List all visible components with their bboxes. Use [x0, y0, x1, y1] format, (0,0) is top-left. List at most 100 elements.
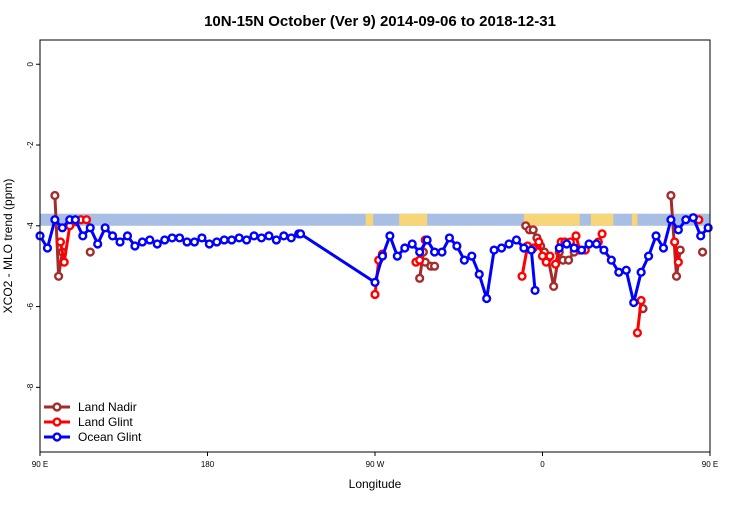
ocean-glint-point [78, 231, 88, 241]
land-nadir-point [85, 247, 95, 257]
ocean-glint-point [57, 223, 67, 233]
legend-item-ocean-glint: Ocean Glint [44, 430, 142, 444]
ocean-glint-point [504, 239, 514, 249]
ocean-glint-point [467, 251, 477, 261]
ocean-glint-point [385, 231, 395, 241]
ocean-glint-point [204, 239, 214, 249]
x-tick-label: 90 E [702, 460, 718, 469]
ocean-glint-point [696, 231, 706, 241]
land-glint-point [55, 237, 66, 247]
land-glint-point [550, 259, 561, 269]
legend-swatch-marker [52, 417, 62, 427]
land-nadir-point [549, 281, 559, 291]
y-tick-label: -6 [26, 302, 35, 310]
ocean-glint-point [115, 237, 125, 247]
ocean-glint-point [666, 215, 676, 225]
ocean-glint-point [167, 233, 177, 243]
land-segment [590, 213, 614, 226]
ocean-glint-point [70, 215, 80, 225]
ocean-glint-point [482, 293, 492, 304]
ocean-glint-point [370, 277, 380, 287]
x-tick-label: 0 [540, 460, 545, 469]
ocean-glint-point [474, 269, 484, 279]
ocean-glint-point [576, 245, 587, 255]
legend-label: Land Glint [78, 415, 133, 429]
y-tick-label: -4 [26, 222, 35, 230]
ocean-glint-point [614, 267, 624, 277]
land-glint-point [517, 271, 527, 281]
ocean-glint-point [241, 235, 252, 245]
ocean-glint-point [50, 215, 60, 225]
legend-label: Ocean Glint [78, 430, 142, 444]
ocean-glint-point [286, 233, 296, 243]
legend-item-land-glint: Land Glint [44, 415, 133, 429]
land-glint-point [415, 255, 425, 265]
series-layer [35, 190, 713, 338]
ocean-glint-point [249, 231, 259, 241]
ocean-glint-point [189, 237, 200, 247]
ocean-glint-point [636, 267, 646, 277]
ocean-glint-point [422, 235, 432, 245]
land-nadir-point [528, 225, 538, 235]
ocean-glint-point [279, 231, 289, 241]
legend-label: Land Nadir [78, 400, 137, 414]
ocean-glint-point [437, 247, 447, 257]
ocean-glint-point [145, 235, 155, 245]
ocean-glint-point [489, 245, 499, 255]
land-glint-point [545, 251, 555, 261]
ocean-glint-point [673, 225, 683, 235]
ocean-glint-point [452, 241, 462, 251]
ocean-glint-point [584, 239, 594, 249]
land-segment [523, 213, 580, 226]
ocean-glint-line [558, 216, 710, 305]
ocean-glint-point [100, 223, 110, 233]
ocean-glint-point [444, 233, 455, 243]
ocean-glint-point [688, 213, 698, 223]
ocean-glint-point [392, 251, 402, 261]
land-segment [631, 213, 638, 226]
land-segment [399, 213, 428, 226]
land-glint-point [632, 328, 643, 338]
ocean-glint-point [606, 255, 616, 265]
y-axis: 0 -2 -4 -6 -8 [26, 61, 40, 391]
series-land-glint [55, 215, 704, 338]
ocean-glint-point [107, 231, 118, 241]
ocean-glint-point [152, 239, 162, 249]
chart-title: 10N-15N October (Ver 9) 2014-09-06 to 20… [204, 13, 556, 30]
ocean-glint-point [658, 243, 669, 253]
legend-swatch-marker [52, 432, 62, 442]
ocean-glint-point [256, 233, 267, 243]
land-nadir-point [666, 190, 676, 201]
land-glint-line [635, 300, 643, 334]
ocean-glint-point [93, 239, 103, 249]
ocean-glint-point [271, 235, 281, 245]
land-nadir-point [563, 255, 574, 265]
land-glint-point [670, 237, 680, 247]
ocean-glint-point [554, 243, 564, 253]
land-nadir-point [50, 190, 60, 201]
ocean-glint-point [511, 235, 522, 245]
land-nadir-point [415, 273, 425, 283]
ocean-glint-point [519, 243, 529, 253]
ocean-glint-point [160, 235, 170, 245]
land-nadir-point [54, 271, 64, 281]
ocean-glint-point [137, 237, 147, 247]
legend-item-land-nadir: Land Nadir [44, 400, 137, 414]
ocean-glint-point [599, 245, 609, 255]
land-glint-point [59, 257, 69, 267]
land-glint-point [571, 231, 581, 241]
ocean-glint-point [562, 239, 572, 249]
land-glint-point [597, 229, 607, 239]
ocean-glint-point [629, 297, 639, 308]
ocean-glint-point [174, 233, 185, 243]
ocean-glint-point [530, 285, 540, 296]
ocean-glint-point [377, 251, 388, 261]
y-axis-label: XCO2 - MLO trend (ppm) [1, 179, 15, 314]
legend-swatch-marker [52, 402, 62, 412]
land-glint-point [673, 257, 683, 267]
ocean-glint-point [569, 243, 579, 253]
land-segment [365, 213, 374, 226]
ocean-glint-point [643, 251, 654, 261]
ocean-glint-point [197, 233, 207, 243]
